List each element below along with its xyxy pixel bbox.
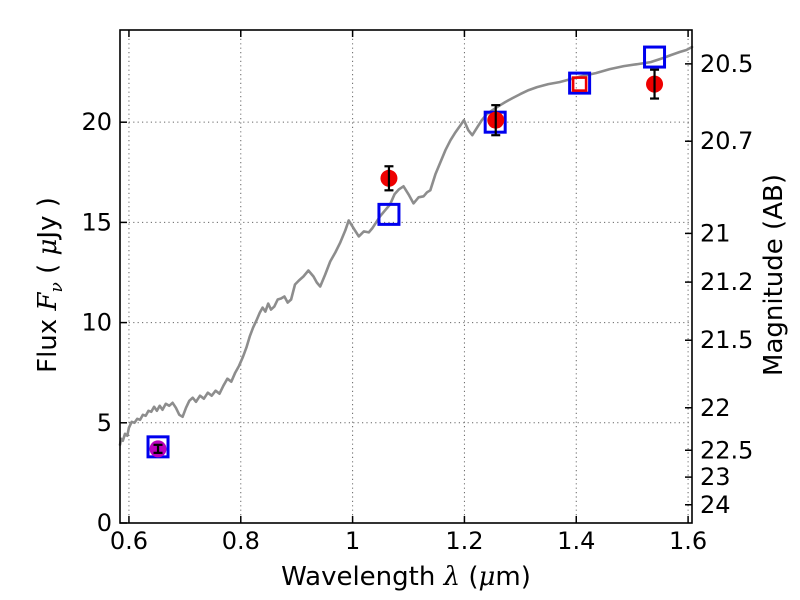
x-tick-label: 0.8: [222, 527, 260, 555]
model-photometry-square: [643, 45, 667, 69]
y-tick-label-right: 21: [700, 219, 731, 247]
y-tick-label-right: 21.5: [700, 326, 753, 354]
y-tick-label-right: 24: [700, 491, 731, 519]
tick-labels: 0.6 0.8 1 1.2 1.4 1.6 0 5 10 15 20 20.5 20.7 21 21.2 21…: [81, 50, 753, 555]
plot-frame: [119, 29, 693, 524]
y-axis-label-left: Flux Fν ( μJy ): [33, 197, 67, 373]
y-tick-label-right: 22.5: [700, 436, 753, 464]
error-bars: [153, 68, 660, 454]
x-axis-label: Wavelength λ (μm): [281, 562, 531, 592]
y-tick-label-left: 20: [81, 108, 112, 136]
axis-ticks: [120, 30, 692, 524]
y-tick-label-right: 20.5: [700, 50, 753, 78]
model-photometry-square: [377, 202, 401, 226]
observed-photometry-open-square: [571, 76, 588, 92]
y-tick-label-left: 5: [97, 409, 112, 437]
y-tick-label-left: 0: [97, 509, 112, 537]
y-tick-label-right: 20.7: [700, 127, 753, 155]
y-tick-label-right: 23: [700, 463, 731, 491]
x-tick-label: 1.6: [669, 527, 707, 555]
x-tick-label: 0.6: [110, 527, 148, 555]
x-tick-label: 1.2: [445, 527, 483, 555]
y-axis-label-right: Magnitude (AB): [759, 174, 789, 376]
y-tick-label-right: 21.2: [700, 268, 753, 296]
model-photometry-square: [568, 71, 592, 95]
y-tick-label-left: 10: [81, 309, 112, 337]
y-tick-label-right: 22: [700, 394, 731, 422]
spectrum-line: [118, 45, 694, 447]
x-tick-label: 1.4: [557, 527, 595, 555]
x-tick-label: 1: [345, 527, 360, 555]
y-tick-label-left: 15: [81, 208, 112, 236]
